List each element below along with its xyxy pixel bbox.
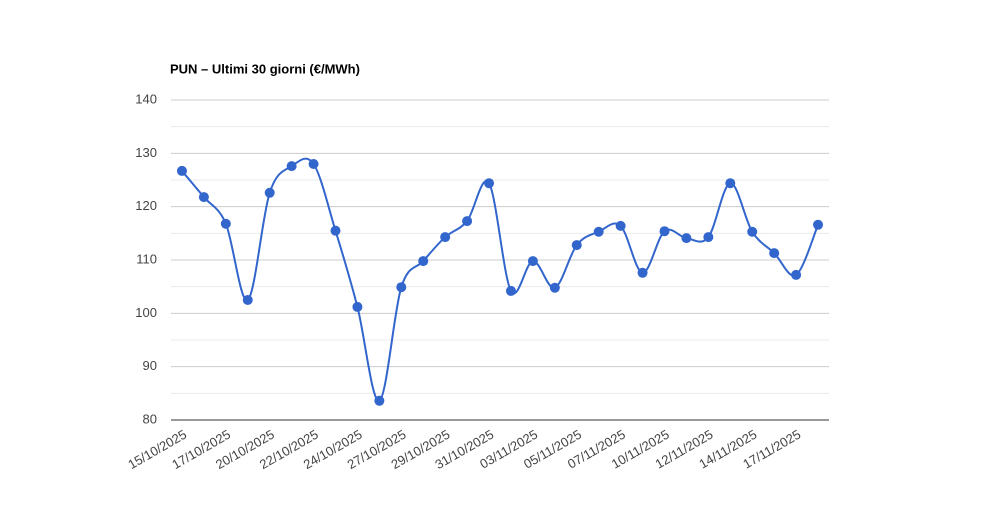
chart-title: PUN – Ultimi 30 giorni (€/MWh) [170, 61, 360, 76]
y-tick-label: 100 [135, 305, 157, 320]
data-point [308, 159, 319, 169]
data-point [659, 226, 670, 237]
data-point [176, 165, 187, 176]
series-line [181, 157, 819, 402]
data-point [615, 220, 626, 231]
y-tick-label: 110 [136, 251, 157, 266]
data-point [374, 395, 385, 406]
data-point [440, 232, 451, 243]
data-point [198, 192, 209, 203]
data-point [747, 226, 758, 237]
data-point [769, 248, 780, 259]
data-point [527, 256, 538, 267]
y-tick-label: 120 [135, 198, 157, 213]
data-point [791, 269, 802, 280]
data-point [549, 282, 560, 293]
data-point [681, 233, 692, 244]
data-point [220, 218, 231, 229]
data-point [703, 232, 714, 243]
y-tick-label: 90 [143, 358, 157, 373]
data-point [813, 219, 824, 230]
data-point [462, 216, 473, 227]
data-point [571, 240, 582, 251]
data-point [505, 285, 516, 296]
y-tick-label: 140 [135, 91, 157, 106]
y-tick-label: 80 [143, 411, 157, 426]
data-point [593, 226, 604, 237]
data-point [242, 295, 253, 305]
data-point [418, 256, 429, 267]
data-point [637, 267, 648, 278]
data-point [725, 178, 736, 189]
data-point [352, 301, 363, 312]
data-point [396, 282, 407, 293]
data-point [264, 187, 275, 198]
data-point [286, 161, 297, 172]
y-tick-label: 130 [135, 145, 157, 160]
data-point [330, 225, 341, 236]
data-point [484, 178, 495, 189]
